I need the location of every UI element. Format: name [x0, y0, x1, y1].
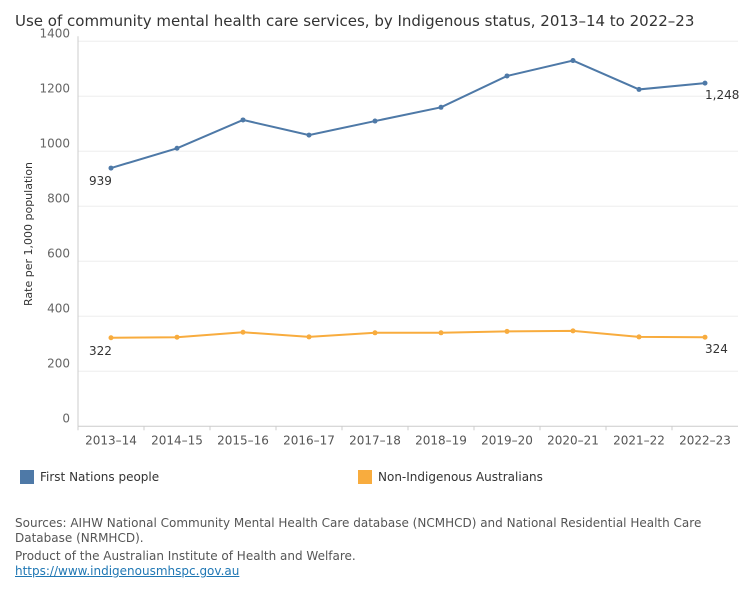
- product-text: Product of the Australian Institute of H…: [15, 549, 356, 563]
- y-tick-label: 1000: [39, 136, 70, 150]
- data-point: [702, 334, 708, 340]
- x-tick-label: 2015–16: [217, 433, 269, 447]
- y-axis-label: Rate per 1,000 population: [22, 162, 35, 306]
- data-point: [504, 73, 510, 79]
- x-tick-label: 2018–19: [415, 433, 467, 447]
- data-point: [108, 335, 114, 341]
- legend-label: Non-Indigenous Australians: [378, 470, 543, 484]
- y-tick-label: 1400: [39, 26, 70, 40]
- y-tick-label: 600: [47, 246, 70, 260]
- y-tick-label: 0: [62, 411, 70, 425]
- series-line-0: [110, 59, 706, 170]
- x-tick-label: 2016–17: [283, 433, 335, 447]
- data-point: [240, 329, 246, 335]
- x-tick-label: 2022–23: [679, 433, 731, 447]
- data-point: [570, 328, 576, 334]
- data-point: [306, 132, 312, 138]
- data-point: [306, 334, 312, 340]
- data-point: [372, 118, 378, 124]
- legend-swatch: [20, 470, 34, 484]
- footer: Sources: AIHW National Community Mental …: [15, 516, 735, 579]
- data-point: [504, 328, 510, 334]
- y-tick-label: 800: [47, 191, 70, 205]
- legend-label: First Nations people: [40, 470, 160, 484]
- x-tick-label: 2017–18: [349, 433, 401, 447]
- legend-swatch: [358, 470, 372, 484]
- data-point: [636, 86, 642, 92]
- data-label-first: 939: [89, 174, 112, 188]
- x-tick-label: 2014–15: [151, 433, 203, 447]
- chart-title: Use of community mental health care serv…: [15, 12, 695, 30]
- data-point: [438, 104, 444, 110]
- legend-item-non-indigenous[interactable]: Non-Indigenous Australians: [358, 470, 543, 484]
- data-point: [570, 58, 576, 64]
- y-tick-label: 1200: [39, 81, 70, 95]
- data-point: [438, 330, 444, 336]
- data-point: [240, 117, 246, 123]
- sources-text: Sources: AIHW National Community Mental …: [15, 516, 702, 545]
- series-line-1: [110, 329, 706, 339]
- y-tick-label: 400: [47, 301, 70, 315]
- legend-item-first-nations[interactable]: First Nations people: [20, 470, 159, 484]
- y-tick-label: 200: [47, 356, 70, 370]
- data-point: [174, 334, 180, 340]
- line-chart: 0 200 400 600 800 1000 1200 1400 2013–14 2014–15 2…: [22, 26, 739, 447]
- x-tick-label: 2021–22: [613, 433, 665, 447]
- data-label-first: 322: [89, 344, 112, 358]
- data-label-last: 324: [705, 342, 728, 356]
- x-tick-label: 2020–21: [547, 433, 599, 447]
- data-point: [372, 330, 378, 336]
- data-point: [174, 145, 180, 151]
- data-point: [636, 334, 642, 340]
- x-tick-label: 2013–14: [85, 433, 137, 447]
- data-point: [108, 165, 114, 171]
- website-link[interactable]: https://www.indigenousmhspc.gov.au: [15, 564, 240, 578]
- data-label-last: 1,248: [705, 88, 739, 102]
- x-tick-label: 2019–20: [481, 433, 533, 447]
- data-point: [702, 80, 708, 86]
